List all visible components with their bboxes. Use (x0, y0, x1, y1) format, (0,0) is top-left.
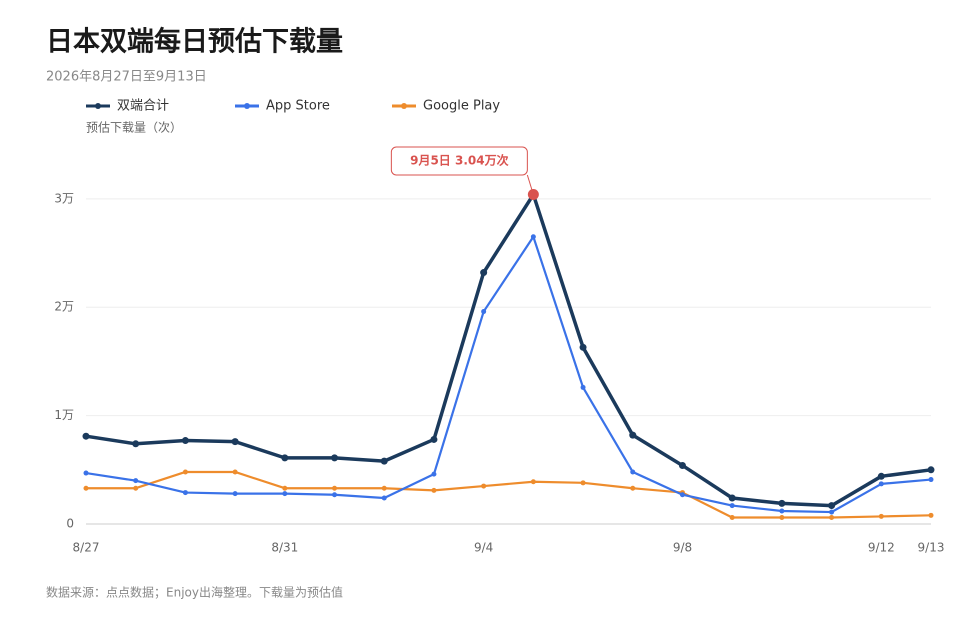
legend-item: Google Play (392, 99, 500, 114)
series-point (779, 508, 785, 514)
series-point (877, 472, 885, 480)
series-point (481, 483, 487, 489)
series-point (181, 437, 189, 445)
legend-dot (401, 103, 407, 109)
y-tick-label: 1万 (54, 408, 74, 422)
series-point (133, 485, 139, 491)
legend-item: 双端合计 (86, 99, 169, 114)
series-point (580, 384, 586, 390)
series-point (630, 469, 636, 475)
chart-subtitle: 2026年8月27日至9月13日 (46, 70, 207, 85)
series-point (678, 461, 686, 469)
series-point (829, 514, 835, 520)
series-point (431, 471, 437, 477)
legend-dot (95, 103, 101, 109)
series-line (86, 470, 932, 519)
series-point (629, 431, 637, 439)
series-point (331, 454, 339, 462)
series-point (530, 234, 536, 240)
legend-dot (244, 103, 250, 109)
y-tick-label: 0 (66, 517, 74, 531)
series-point (232, 491, 238, 497)
series-point (481, 309, 487, 315)
series-point (332, 492, 338, 498)
series-point (182, 469, 188, 475)
series-point (878, 513, 884, 519)
legend-label: App Store (266, 99, 330, 114)
series-point (83, 470, 89, 476)
callout-text: 9月5日 3.04万次 (410, 153, 509, 168)
legend-item: App Store (235, 99, 330, 114)
series-point (133, 478, 139, 484)
series-point (927, 466, 935, 474)
series-point (728, 494, 736, 502)
series-point (779, 514, 785, 520)
series-point (282, 491, 288, 497)
legend-label: Google Play (423, 99, 500, 114)
series-point (83, 485, 89, 491)
series-point (828, 502, 836, 510)
series-point (878, 481, 884, 487)
series-point (679, 492, 685, 498)
series-point (232, 469, 238, 475)
y-tick-label: 3万 (54, 191, 74, 205)
series-point (530, 479, 536, 485)
series-point (82, 432, 90, 440)
series-point (579, 343, 587, 351)
series-point (928, 477, 934, 483)
legend-label: 双端合计 (117, 99, 169, 114)
series-line (85, 192, 932, 508)
series-point (332, 485, 338, 491)
x-tick-label: 8/27 (73, 541, 100, 555)
series-point (431, 487, 437, 493)
series-point (182, 490, 188, 496)
series-point (381, 485, 387, 491)
y-tick-label: 2万 (54, 300, 74, 314)
series-point (281, 454, 289, 462)
series-point (480, 269, 488, 277)
series-point (282, 485, 288, 491)
series-line (85, 235, 932, 514)
callout-box (390, 146, 528, 176)
series-point (928, 512, 934, 518)
series-point (132, 440, 140, 448)
series-point (380, 457, 388, 465)
x-tick-label: 9/13 (918, 541, 945, 555)
series-point (829, 509, 835, 515)
series-point (778, 499, 786, 507)
series-point (381, 495, 387, 501)
series-point (430, 435, 438, 443)
series-point (729, 514, 735, 520)
source-note: 数据来源：点点数据；Enjoy出海整理。下载量为预估值 (46, 585, 343, 600)
series-point (630, 485, 636, 491)
series-point (580, 480, 586, 486)
x-tick-label: 9/12 (868, 541, 895, 555)
x-tick-label: 9/8 (673, 541, 692, 555)
series-point (729, 503, 735, 509)
series-point (231, 438, 239, 446)
peak-point (527, 189, 539, 201)
chart-title: 日本双端每日预估下载量 (46, 26, 343, 58)
y-axis-label: 预估下载量（次） (86, 121, 182, 135)
x-tick-label: 8/31 (271, 541, 298, 555)
x-tick-label: 9/4 (474, 541, 493, 555)
